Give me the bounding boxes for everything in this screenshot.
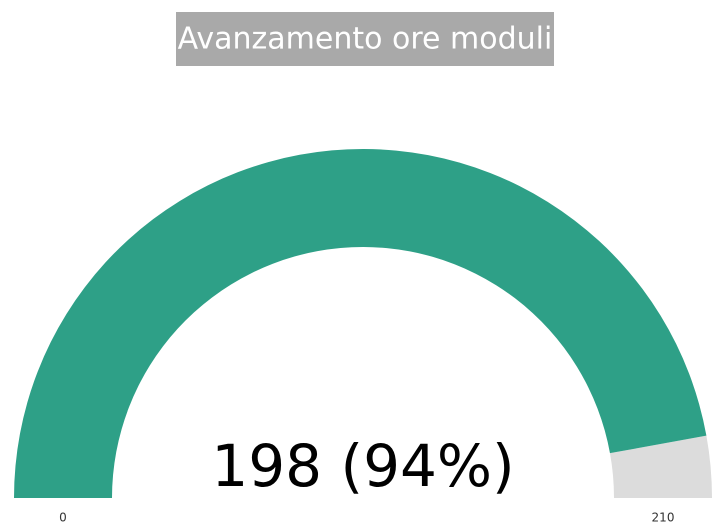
title-background bbox=[176, 12, 554, 66]
chart-title: Avanzamento ore moduli bbox=[178, 22, 553, 57]
tick-label: 210 bbox=[652, 511, 675, 524]
gauge-track bbox=[609, 435, 712, 498]
gauge-value bbox=[14, 149, 707, 499]
value-label: 198 (94%) bbox=[211, 432, 514, 500]
tick-label: 0 bbox=[59, 511, 67, 524]
